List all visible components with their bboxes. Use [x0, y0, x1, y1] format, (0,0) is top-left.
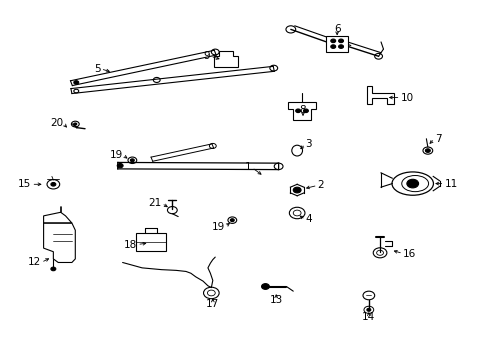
- Text: 2: 2: [317, 180, 324, 190]
- Polygon shape: [366, 86, 393, 104]
- Text: 9: 9: [203, 51, 210, 61]
- Circle shape: [295, 109, 300, 113]
- Text: 1: 1: [244, 162, 251, 172]
- Circle shape: [74, 123, 77, 125]
- Circle shape: [338, 45, 343, 48]
- Text: 19: 19: [109, 150, 122, 160]
- Circle shape: [303, 109, 308, 113]
- Circle shape: [74, 81, 79, 84]
- Circle shape: [330, 39, 335, 42]
- Text: 21: 21: [148, 198, 161, 208]
- Text: 12: 12: [28, 257, 41, 267]
- Polygon shape: [288, 102, 315, 120]
- Circle shape: [130, 159, 134, 162]
- Text: 10: 10: [400, 93, 413, 103]
- Text: 4: 4: [305, 215, 311, 224]
- Circle shape: [261, 284, 269, 289]
- Text: 16: 16: [402, 248, 415, 258]
- Circle shape: [51, 183, 56, 186]
- Circle shape: [230, 219, 234, 222]
- Text: 3: 3: [305, 139, 311, 149]
- Circle shape: [366, 309, 370, 311]
- Text: 18: 18: [124, 239, 137, 249]
- Text: 17: 17: [206, 299, 219, 309]
- Polygon shape: [213, 51, 238, 67]
- Circle shape: [117, 163, 123, 168]
- Circle shape: [51, 267, 56, 271]
- Text: 6: 6: [333, 24, 340, 35]
- Circle shape: [338, 39, 343, 42]
- Text: 13: 13: [269, 295, 282, 305]
- Text: 8: 8: [299, 105, 305, 115]
- Circle shape: [330, 45, 335, 48]
- Bar: [326, 36, 347, 51]
- Text: 20: 20: [50, 118, 63, 128]
- Text: 5: 5: [94, 64, 101, 74]
- Text: 7: 7: [434, 134, 440, 144]
- Text: 11: 11: [444, 179, 457, 189]
- Text: 15: 15: [18, 179, 31, 189]
- Text: 19: 19: [211, 222, 224, 231]
- Circle shape: [425, 149, 429, 152]
- Text: 14: 14: [362, 312, 375, 322]
- Circle shape: [293, 187, 301, 193]
- Circle shape: [406, 179, 418, 188]
